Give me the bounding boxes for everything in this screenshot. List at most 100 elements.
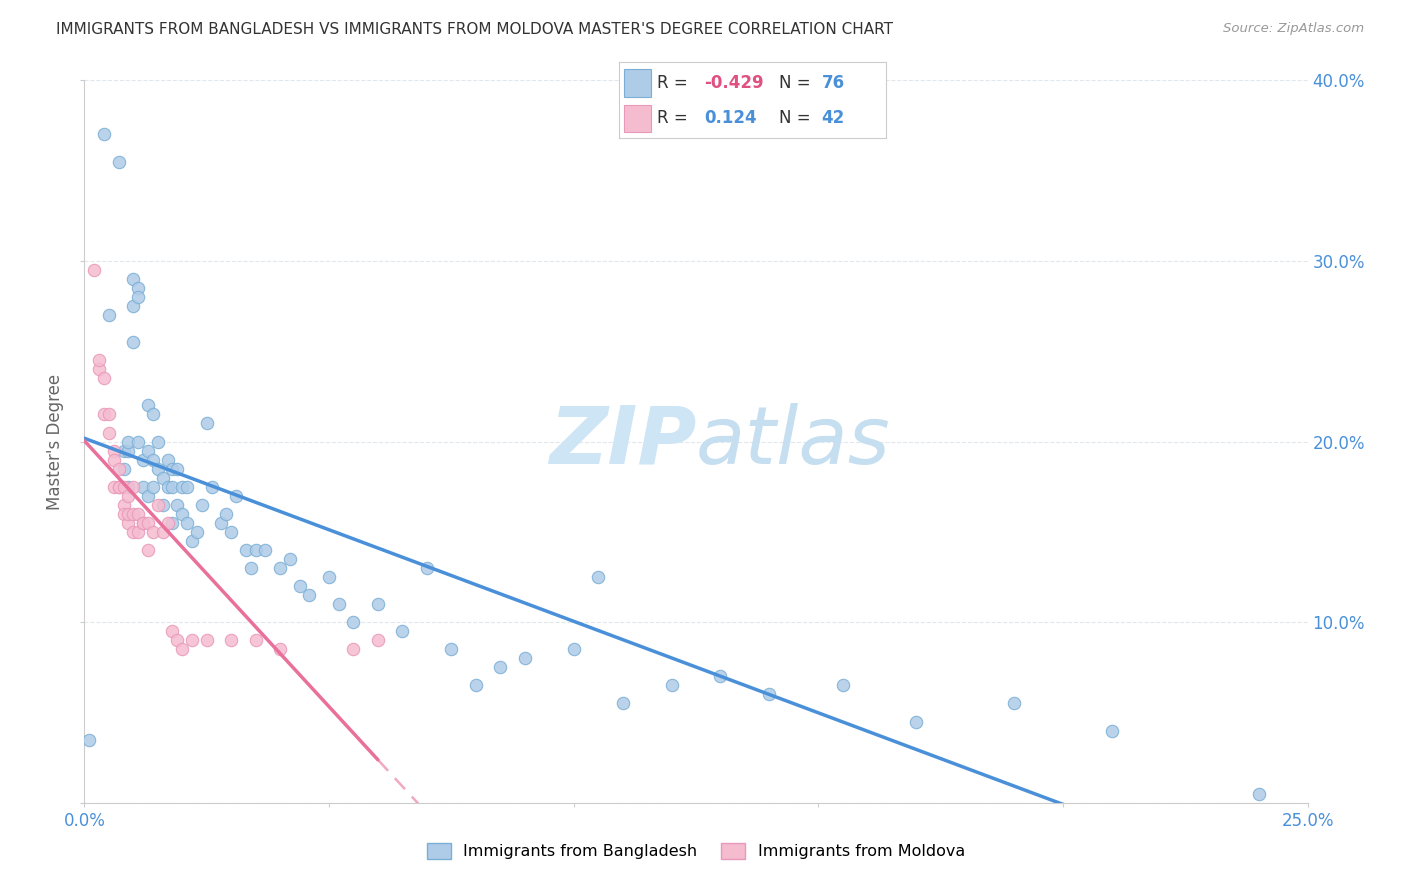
Point	[107, 480, 129, 494]
Point	[132, 516, 155, 530]
Point	[112, 443, 135, 458]
Text: N =: N =	[779, 109, 810, 127]
Point	[136, 398, 159, 412]
Point	[142, 480, 165, 494]
Point	[117, 443, 139, 458]
Point	[107, 480, 129, 494]
Point	[219, 524, 242, 539]
Point	[166, 498, 188, 512]
Point	[1101, 723, 1123, 738]
Point	[142, 452, 165, 467]
Point	[278, 552, 301, 566]
Point	[328, 597, 350, 611]
Point	[464, 678, 486, 692]
Point	[117, 516, 139, 530]
Point	[181, 633, 204, 648]
Text: IMMIGRANTS FROM BANGLADESH VS IMMIGRANTS FROM MOLDOVA MASTER'S DEGREE CORRELATIO: IMMIGRANTS FROM BANGLADESH VS IMMIGRANTS…	[56, 22, 893, 37]
Point	[83, 263, 105, 277]
Point	[127, 507, 149, 521]
Point	[97, 425, 120, 440]
Point	[132, 480, 155, 494]
Point	[122, 299, 145, 313]
Point	[152, 498, 174, 512]
Point	[166, 461, 188, 475]
Point	[112, 498, 135, 512]
Point	[97, 308, 120, 322]
Point	[146, 498, 169, 512]
Point	[391, 624, 413, 639]
Point	[136, 542, 159, 557]
Point	[239, 561, 262, 575]
Point	[132, 452, 155, 467]
Point	[117, 480, 139, 494]
Text: N =: N =	[779, 74, 810, 92]
Point	[489, 660, 512, 674]
Point	[152, 471, 174, 485]
Point	[1247, 787, 1270, 801]
Text: -0.429: -0.429	[704, 74, 763, 92]
Point	[513, 651, 536, 665]
FancyBboxPatch shape	[624, 105, 651, 132]
Point	[112, 461, 135, 475]
Point	[136, 443, 159, 458]
Point	[288, 579, 311, 593]
Text: Source: ZipAtlas.com: Source: ZipAtlas.com	[1223, 22, 1364, 36]
Point	[215, 507, 238, 521]
Point	[831, 678, 853, 692]
Point	[245, 542, 267, 557]
Point	[132, 516, 155, 530]
Point	[195, 633, 218, 648]
Point	[225, 489, 247, 503]
Point	[142, 408, 165, 422]
Point	[562, 642, 585, 657]
Point	[172, 642, 194, 657]
Point	[905, 714, 928, 729]
Legend: Immigrants from Bangladesh, Immigrants from Moldova: Immigrants from Bangladesh, Immigrants f…	[419, 835, 973, 867]
Text: ZIP: ZIP	[548, 402, 696, 481]
Point	[107, 154, 129, 169]
Text: R =: R =	[658, 74, 688, 92]
Point	[156, 516, 179, 530]
Point	[93, 408, 115, 422]
Point	[156, 480, 179, 494]
Point	[122, 507, 145, 521]
Point	[162, 461, 184, 475]
Point	[416, 561, 439, 575]
Point	[181, 533, 204, 548]
Point	[127, 281, 149, 295]
Point	[186, 524, 208, 539]
Point	[107, 461, 129, 475]
Point	[219, 633, 242, 648]
Point	[103, 443, 125, 458]
Point	[103, 452, 125, 467]
Point	[152, 524, 174, 539]
Text: 76: 76	[821, 74, 845, 92]
Point	[77, 732, 100, 747]
Point	[127, 434, 149, 449]
Point	[127, 524, 149, 539]
Point	[112, 507, 135, 521]
Point	[122, 524, 145, 539]
Point	[93, 371, 115, 385]
Point	[112, 480, 135, 494]
Point	[172, 507, 194, 521]
Point	[709, 669, 731, 683]
Point	[162, 480, 184, 494]
Point	[176, 480, 198, 494]
Point	[117, 434, 139, 449]
Point	[136, 489, 159, 503]
Point	[97, 408, 120, 422]
Point	[269, 642, 291, 657]
Point	[93, 128, 115, 142]
Point	[103, 480, 125, 494]
Text: R =: R =	[658, 109, 688, 127]
Point	[661, 678, 683, 692]
Point	[269, 561, 291, 575]
Point	[367, 633, 389, 648]
Point	[87, 353, 110, 368]
Point	[367, 597, 389, 611]
Point	[127, 290, 149, 304]
FancyBboxPatch shape	[624, 70, 651, 96]
Point	[1002, 697, 1025, 711]
Point	[191, 498, 214, 512]
